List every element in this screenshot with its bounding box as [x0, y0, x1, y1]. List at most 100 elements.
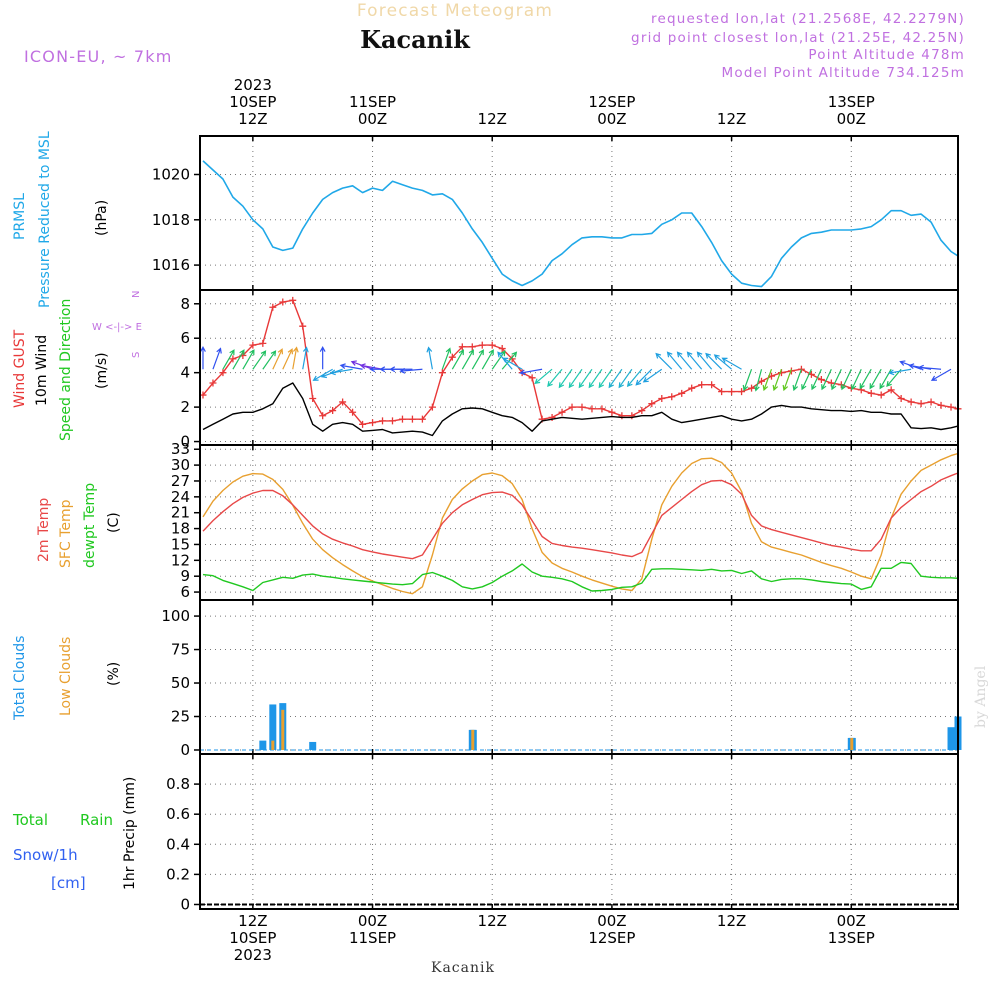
rain-label-b: Rain	[80, 811, 113, 829]
y-tick-label: 2	[180, 398, 190, 416]
pressure-unit: (hPa)	[94, 200, 110, 236]
wind-arrow	[642, 368, 663, 383]
compass-s: S	[131, 352, 142, 358]
wind-arrow	[461, 349, 474, 370]
bottom-time-label: 00Z	[358, 912, 387, 930]
wind-arrow	[272, 348, 284, 370]
gust-marker	[289, 296, 297, 304]
gust-marker	[229, 355, 237, 363]
y-tick-label: 1016	[152, 256, 190, 274]
gust-marker	[578, 403, 586, 411]
y-tick-label: 0	[180, 433, 190, 451]
wind-arrow	[471, 349, 484, 370]
wind-arrow	[534, 368, 553, 385]
gridpoint-coords: grid point closest lon,lat (21.25E, 42.2…	[631, 30, 965, 46]
cloud-series	[200, 703, 962, 751]
requested-coords: requested lon,lat (21.2568E, 42.2279N)	[651, 11, 965, 27]
panel-frame	[199, 599, 959, 755]
wind-arrow	[782, 369, 793, 392]
panel-precipitation: 0 0.2 0.4 0.6 0.8	[166, 754, 958, 913]
wind-arrow	[713, 354, 732, 370]
wind-arrow	[558, 368, 573, 389]
wind-arrow	[917, 364, 942, 371]
gust-marker	[608, 408, 616, 416]
low-cloud-bar	[850, 737, 854, 750]
wind-arrow	[491, 350, 506, 370]
pressure-series	[202, 160, 959, 288]
wind-arrow	[792, 369, 802, 392]
low-cloud-bar	[471, 729, 475, 750]
gust-marker	[917, 400, 925, 408]
faded-title: Forecast Meteogram	[357, 1, 553, 21]
total-cloud-bar	[259, 740, 267, 750]
gust-marker	[668, 393, 676, 401]
y-tick-label: 9	[180, 567, 190, 585]
wind-arrow	[811, 368, 822, 391]
precip-unit: 1hr Precip (mm)	[122, 777, 138, 890]
wind-arrow	[200, 345, 206, 370]
gust-marker	[927, 398, 935, 406]
gust-line	[202, 299, 959, 425]
wind-arrow	[772, 369, 783, 392]
temp-unit: (C)	[106, 512, 122, 533]
gust-marker	[428, 403, 436, 411]
gust-marker	[698, 381, 706, 389]
bottom-time-label: 12Z	[238, 912, 267, 930]
wind-arrow	[389, 366, 413, 373]
wind-arrow	[618, 368, 633, 389]
wind-speed-line	[202, 382, 959, 437]
wind-arrow	[754, 369, 763, 392]
wind-arrow	[801, 368, 812, 391]
y-tick-label: 0	[180, 895, 190, 913]
prmsl-line	[202, 160, 959, 288]
footer-station: Kacanik	[431, 960, 495, 976]
sfc-temp-line	[202, 452, 959, 595]
bottom-time-label: 12Z	[478, 912, 507, 930]
gust-marker	[339, 398, 347, 406]
wind-arrow	[568, 368, 583, 389]
compass-n: N	[131, 291, 142, 298]
panel-pressure: 1016 1018 1020	[152, 136, 958, 290]
wind-arrow	[502, 357, 523, 370]
bottom-time-label: 12Z	[717, 912, 746, 930]
wind-arrow	[578, 368, 593, 389]
gust-marker	[468, 343, 476, 351]
top-time-label: 12Z	[238, 110, 267, 128]
wind-arrow	[762, 369, 773, 392]
gust-marker	[638, 407, 646, 415]
wind-arrow	[252, 350, 267, 370]
gust-marker	[448, 353, 456, 361]
wind-arrow	[212, 347, 222, 370]
model-label: ICON-EU, ~ 7km	[24, 47, 173, 66]
wind-arrow	[869, 368, 882, 390]
y-tick-label: 0.6	[166, 805, 190, 823]
gust-marker	[219, 369, 227, 377]
gust-marker	[867, 389, 875, 397]
gust-marker	[558, 408, 566, 416]
wind-arrow	[329, 368, 353, 376]
gust-marker	[678, 389, 686, 397]
wind-arrow	[886, 368, 902, 388]
wind-arrow	[399, 367, 423, 374]
wind-arrow	[547, 368, 563, 388]
gust-marker	[349, 408, 357, 416]
gust-marker	[379, 417, 387, 425]
y-tick-label: 21	[171, 504, 190, 522]
bottom-time-label: 12SEP	[588, 929, 635, 947]
wind-arrow	[426, 346, 433, 370]
y-tick-label: 24	[171, 488, 190, 506]
gust-marker	[279, 298, 287, 306]
model-altitude: Model Point Altitude 734.125m	[722, 65, 965, 81]
gust-marker	[319, 412, 327, 420]
y-tick-label: 6	[180, 329, 190, 347]
gust-marker	[329, 407, 337, 415]
gust-marker	[748, 384, 756, 392]
bottom-time-label: 2023	[234, 946, 272, 964]
total-cloud-bar	[269, 704, 277, 750]
gust-marker	[708, 381, 716, 389]
bottom-time-label: 10SEP	[229, 929, 276, 947]
wind-arrow	[501, 351, 518, 370]
